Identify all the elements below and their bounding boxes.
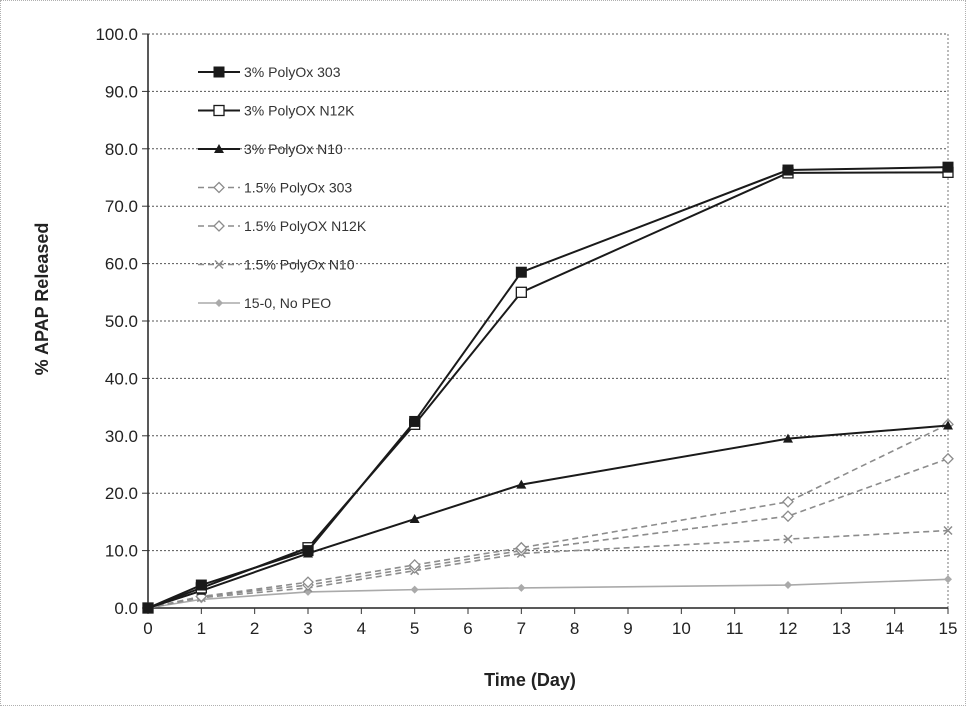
series-1: [142, 161, 954, 614]
data-point: [782, 510, 794, 523]
legend-entry: 1.5% PolyOx N10: [198, 257, 355, 273]
data-point: [784, 581, 792, 590]
legend-entry: 15-0, No PEO: [198, 295, 331, 311]
data-point: [410, 585, 419, 594]
legend-marker: [213, 220, 225, 232]
legend-label: 3% PolyOx 303: [244, 64, 341, 80]
x-axis-ticks: 0 1 2 3 4 5 6 7 8 9 10 11 12 13 14 15: [143, 608, 957, 638]
legend-entry: 1.5% PolyOX N12K: [198, 218, 367, 234]
x-tick-label: 12: [779, 619, 798, 638]
legend-entry: 1.5% PolyOx 303: [198, 180, 352, 196]
y-axis-label: % APAP Released: [32, 223, 52, 376]
legend-marker: [213, 181, 225, 194]
y-tick-label: 40.0: [105, 369, 138, 388]
data-point: [195, 579, 207, 591]
x-tick-label: 15: [939, 619, 958, 638]
y-tick-label: 60.0: [105, 255, 138, 274]
x-tick-label: 13: [832, 619, 851, 638]
data-point: [944, 575, 952, 584]
legend-label: 1.5% PolyOX N12K: [244, 218, 367, 234]
data-point: [517, 583, 526, 592]
legend: 3% PolyOx 303 3% PolyOX N12K 3% PolyOx N10…: [198, 64, 367, 311]
x-tick-label: 5: [410, 619, 419, 638]
legend-label: 3% PolyOX N12K: [244, 103, 355, 119]
x-tick-label: 11: [726, 619, 744, 638]
legend-entry: 3% PolyOx 303: [198, 64, 341, 80]
y-tick-label: 10.0: [105, 542, 138, 561]
data-point: [515, 286, 527, 298]
series-line: [147, 424, 949, 609]
x-tick-label: 0: [143, 619, 152, 638]
data-point: [942, 452, 954, 465]
x-tick-label: 2: [250, 619, 259, 638]
data-point: [942, 161, 954, 173]
series-2: [142, 166, 954, 614]
legend-marker: [213, 66, 225, 78]
data-point: [943, 420, 953, 430]
series-5: [142, 452, 954, 614]
legend-marker: [213, 104, 225, 117]
y-tick-label: 80.0: [105, 140, 138, 159]
series-line: [147, 578, 949, 609]
data-point: [409, 514, 420, 524]
x-tick-label: 6: [463, 619, 472, 638]
grid-lines: [148, 33, 948, 552]
y-axis-ticks: 0.0 10.0 20.0 30.0 40.0 50.0 60.0 70.0 80.0 90.0 1…: [95, 25, 148, 618]
x-tick-label: 1: [197, 619, 206, 638]
data-point: [408, 559, 421, 571]
x-tick-label: 4: [357, 619, 366, 638]
x-tick-label: 14: [885, 619, 904, 638]
data-point: [302, 576, 314, 589]
x-tick-label: 3: [303, 619, 312, 638]
x-tick-label: 8: [570, 619, 579, 638]
data-point: [783, 534, 793, 544]
data-point: [515, 541, 528, 554]
data-point: [142, 602, 154, 614]
series-lines: [142, 161, 954, 614]
data-point: [782, 164, 794, 176]
x-tick-label: 10: [672, 619, 691, 638]
x-tick-label: 7: [517, 619, 526, 638]
data-point: [515, 266, 527, 278]
series-7: [144, 575, 952, 612]
legend-entry: 3% PolyOx N10: [198, 141, 343, 157]
series-line: [147, 529, 949, 609]
data-point: [943, 525, 953, 536]
y-tick-label: 0.0: [114, 599, 138, 618]
data-point: [302, 545, 314, 557]
data-point: [783, 433, 793, 443]
legend-marker: [215, 299, 223, 307]
series-line: [147, 423, 949, 609]
series-line: [147, 458, 949, 609]
data-point: [409, 415, 421, 427]
x-axis-label: Time (Day): [484, 670, 576, 690]
y-tick-label: 100.0: [95, 25, 138, 44]
y-tick-label: 50.0: [105, 312, 138, 331]
legend-marker: [214, 144, 224, 153]
legend-entry: 3% PolyOX N12K: [198, 103, 355, 119]
x-tick-label: 9: [623, 619, 632, 638]
y-tick-label: 90.0: [105, 82, 138, 101]
y-tick-label: 20.0: [105, 484, 138, 503]
legend-marker: [214, 259, 224, 270]
legend-label: 15-0, No PEO: [244, 295, 331, 311]
legend-label: 1.5% PolyOx N10: [244, 257, 355, 273]
y-tick-label: 30.0: [105, 427, 138, 446]
data-point: [782, 495, 794, 508]
legend-label: 1.5% PolyOx 303: [244, 180, 352, 196]
data-point: [516, 479, 527, 489]
legend-label: 3% PolyOx N10: [244, 141, 343, 157]
y-tick-label: 70.0: [105, 197, 138, 216]
